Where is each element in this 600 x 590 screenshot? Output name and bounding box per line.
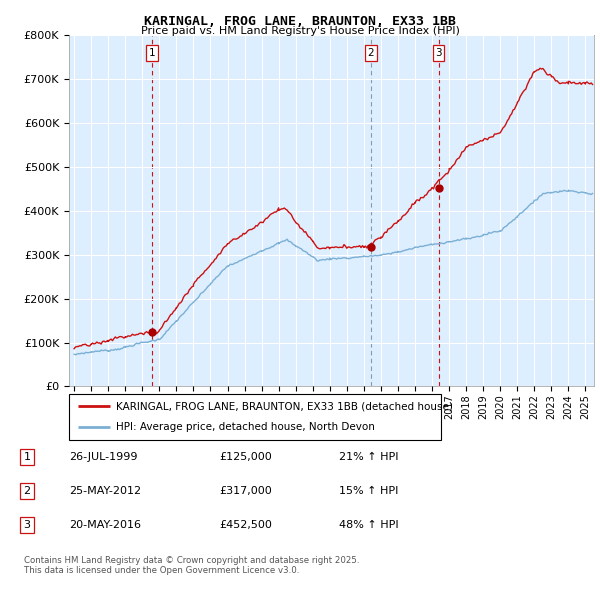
Text: Price paid vs. HM Land Registry's House Price Index (HPI): Price paid vs. HM Land Registry's House … <box>140 26 460 36</box>
Text: KARINGAL, FROG LANE, BRAUNTON, EX33 1BB (detached house): KARINGAL, FROG LANE, BRAUNTON, EX33 1BB … <box>115 401 452 411</box>
FancyBboxPatch shape <box>69 394 441 440</box>
Text: 3: 3 <box>23 520 31 530</box>
Text: 1: 1 <box>23 452 31 461</box>
Text: £125,000: £125,000 <box>219 452 272 461</box>
Text: 2: 2 <box>23 486 31 496</box>
Text: 1: 1 <box>149 48 155 58</box>
Text: 21% ↑ HPI: 21% ↑ HPI <box>339 452 398 461</box>
Text: 48% ↑ HPI: 48% ↑ HPI <box>339 520 398 530</box>
Text: £317,000: £317,000 <box>219 486 272 496</box>
Text: 26-JUL-1999: 26-JUL-1999 <box>69 452 137 461</box>
Text: 25-MAY-2012: 25-MAY-2012 <box>69 486 141 496</box>
Text: 2: 2 <box>367 48 374 58</box>
Text: Contains HM Land Registry data © Crown copyright and database right 2025.
This d: Contains HM Land Registry data © Crown c… <box>24 556 359 575</box>
Text: 15% ↑ HPI: 15% ↑ HPI <box>339 486 398 496</box>
Text: KARINGAL, FROG LANE, BRAUNTON, EX33 1BB: KARINGAL, FROG LANE, BRAUNTON, EX33 1BB <box>144 15 456 28</box>
Text: HPI: Average price, detached house, North Devon: HPI: Average price, detached house, Nort… <box>115 422 374 432</box>
Text: 3: 3 <box>435 48 442 58</box>
Text: £452,500: £452,500 <box>219 520 272 530</box>
Text: 20-MAY-2016: 20-MAY-2016 <box>69 520 141 530</box>
